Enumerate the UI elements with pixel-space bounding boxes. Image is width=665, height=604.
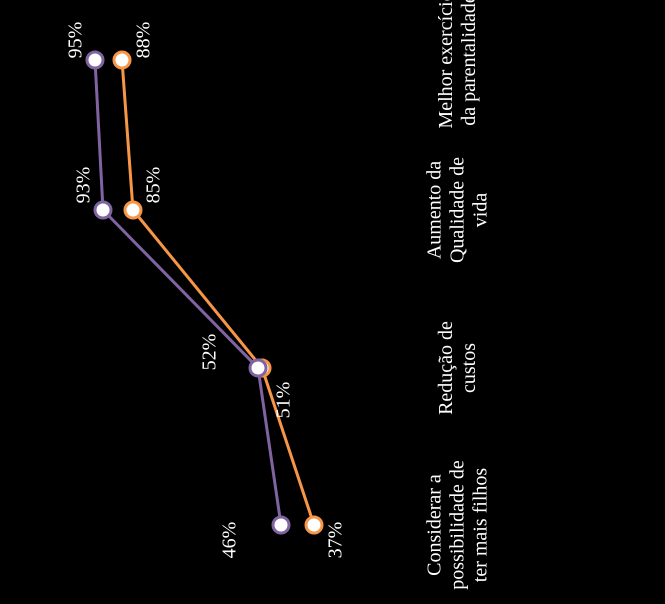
chart-container: 88% 85% 51% 37% 95% 93% 52% 46% Melhor exercício…	[0, 0, 665, 604]
category-label-cat2: Aumento daQualidade devida	[424, 157, 493, 263]
marker-series_b-0	[87, 52, 103, 68]
series-line-series_a	[122, 60, 314, 525]
category-label-line: custos	[458, 321, 481, 415]
value-label-series_b-1: 93%	[73, 167, 96, 204]
category-label-cat4: Considerar apossibilidade deter mais fil…	[424, 460, 493, 589]
category-label-cat3: Redução decustos	[435, 321, 481, 415]
marker-series_b-2	[250, 360, 266, 376]
category-label-line: ter mais filhos	[470, 460, 493, 589]
chart-svg	[0, 0, 665, 604]
value-label-series_a-1: 85%	[143, 167, 166, 204]
category-label-cat1: Melhor exercícioda parentalidade	[435, 0, 481, 129]
value-label-series_a-0: 88%	[133, 22, 156, 59]
series-line-series_b	[95, 60, 281, 525]
value-label-series_a-2: 51%	[273, 382, 296, 419]
marker-series_a-0	[114, 52, 130, 68]
category-label-line: Melhor exercício	[435, 0, 458, 129]
marker-series_a-1	[125, 202, 141, 218]
value-label-series_b-0: 95%	[65, 22, 88, 59]
value-label-series_a-3: 37%	[325, 522, 348, 559]
marker-series_a-3	[306, 517, 322, 533]
value-label-series_b-2: 52%	[199, 334, 222, 371]
marker-series_b-1	[95, 202, 111, 218]
category-label-line: Aumento da	[424, 157, 447, 263]
category-label-line: Qualidade de	[447, 157, 470, 263]
category-label-line: possibilidade de	[447, 460, 470, 589]
category-label-line: Considerar a	[424, 460, 447, 589]
category-label-line: da parentalidade	[458, 0, 481, 129]
marker-series_b-3	[273, 517, 289, 533]
category-label-line: Redução de	[435, 321, 458, 415]
category-label-line: vida	[470, 157, 493, 263]
value-label-series_b-3: 46%	[219, 522, 242, 559]
